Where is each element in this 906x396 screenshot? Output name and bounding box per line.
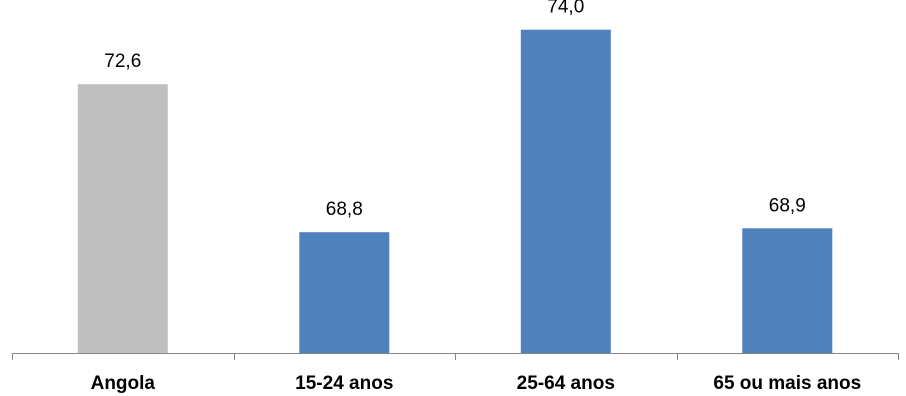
category-label-2: 15-24 anos	[295, 373, 393, 394]
value-label-3: 74,0	[547, 0, 584, 18]
bar-3	[520, 29, 611, 353]
value-labels-group: 72,6 68,8 74,0 68,9	[104, 0, 805, 220]
bar-1	[77, 84, 168, 353]
category-label-1: Angola	[91, 373, 156, 394]
x-axis	[12, 353, 899, 360]
value-label-4: 68,9	[769, 195, 806, 216]
category-label-3: 25-64 anos	[517, 373, 615, 394]
category-labels-group: Angola 15-24 anos 25-64 anos 65 ou mais ano…	[91, 373, 862, 394]
bars-group	[77, 29, 833, 353]
bar-2	[299, 232, 390, 353]
bar-4	[742, 228, 833, 353]
value-label-2: 68,8	[326, 199, 363, 220]
value-label-1: 72,6	[104, 51, 141, 72]
category-label-4: 65 ou mais anos	[713, 373, 861, 394]
